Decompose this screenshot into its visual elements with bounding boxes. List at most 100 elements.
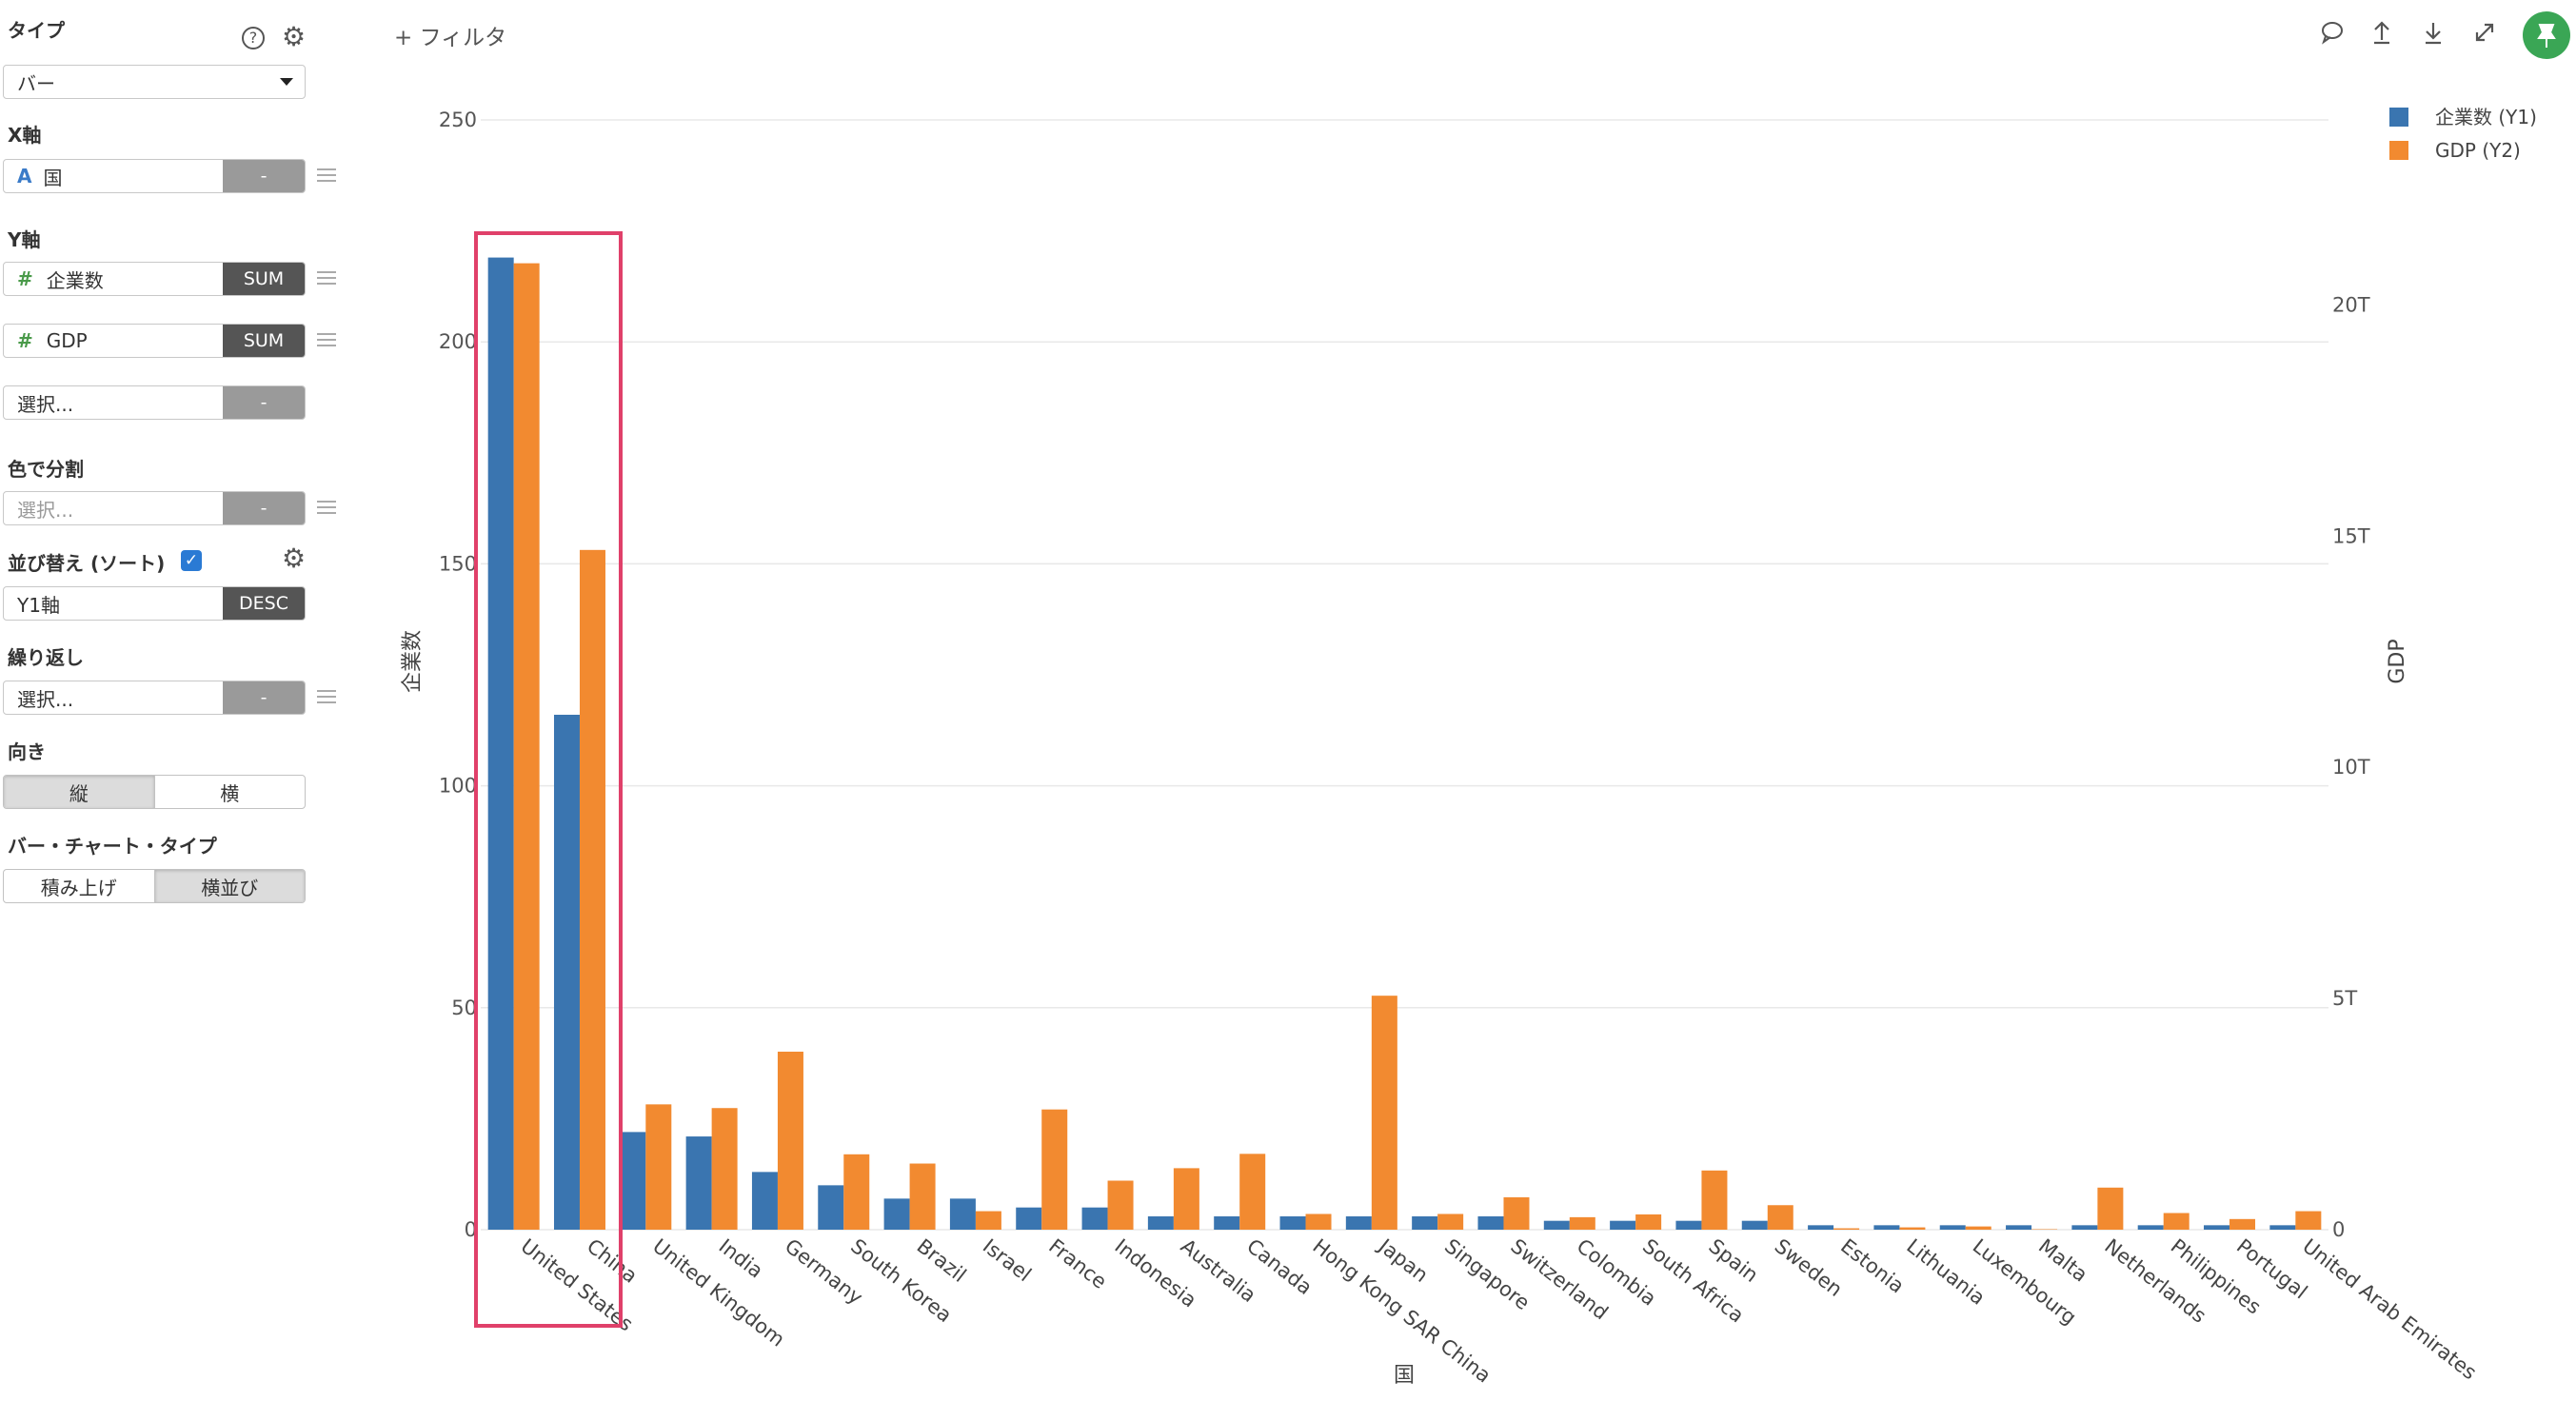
drag-handle-icon[interactable] [317, 333, 336, 346]
xaxis-field-value: 国 [43, 166, 63, 189]
bar-gdp [645, 1104, 672, 1230]
bar-companies [1939, 1225, 1966, 1230]
bar-companies [1808, 1225, 1834, 1230]
bar-companies [1741, 1220, 1768, 1230]
y1-field[interactable]: # 企業数 SUM [3, 262, 306, 296]
bar-gdp [2229, 1218, 2256, 1230]
bar-companies [1345, 1216, 1372, 1230]
bar-gdp [1503, 1196, 1530, 1230]
color-split-field[interactable]: 選択... - [3, 491, 306, 525]
sort-label: 並び替え (ソート) [8, 552, 166, 575]
x-tick-label: Malta [2034, 1234, 2091, 1287]
color-split-button[interactable]: - [223, 492, 305, 524]
bar-gdp [2163, 1213, 2190, 1230]
y2-tick-label: 15T [2332, 524, 2370, 547]
download-icon[interactable] [2418, 19, 2448, 49]
y1-tick-label: 50 [451, 996, 477, 1019]
bar-gdp [1437, 1214, 1464, 1230]
sort-field[interactable]: Y1軸 DESC [3, 586, 306, 621]
bartype-label: バー・チャート・タイプ [8, 835, 217, 858]
y2-tick-label: 5T [2332, 987, 2357, 1010]
repeat-button[interactable]: - [223, 681, 305, 714]
bar-gdp [1833, 1228, 1860, 1230]
bar-gdp [843, 1154, 870, 1230]
add-filter-button[interactable]: + フィルタ [394, 26, 507, 50]
bar-gdp [1305, 1214, 1332, 1230]
legend-swatch [2389, 108, 2408, 127]
gear-icon[interactable]: ⚙ [282, 543, 307, 574]
bar-companies [685, 1136, 712, 1230]
type-label: タイプ [8, 19, 65, 42]
bar-companies [2071, 1225, 2098, 1230]
repeat-field[interactable]: 選択... - [3, 681, 306, 715]
x-tick-label: Brazil [913, 1234, 971, 1287]
color-split-placeholder: 選択... [17, 498, 74, 522]
y2-tick-label: 10T [2332, 756, 2370, 779]
x-tick-label: Israel [979, 1234, 1036, 1286]
bar-companies [1279, 1216, 1306, 1230]
gear-icon[interactable]: ⚙ [282, 21, 307, 52]
y1-aggregate-button[interactable]: SUM [223, 263, 305, 295]
bar-companies [1477, 1216, 1504, 1230]
bar-companies [1543, 1220, 1570, 1230]
direction-horizontal-button[interactable]: 横 [153, 776, 306, 808]
sort-checkbox[interactable]: ✓ [181, 550, 202, 571]
bar-gdp [1107, 1180, 1134, 1230]
type-select-value: バー [17, 71, 55, 95]
x-tick-label: Sweden [1771, 1234, 1847, 1301]
y3-field[interactable]: 選択... - [3, 385, 306, 420]
drag-handle-icon[interactable] [317, 271, 336, 285]
bartype-stacked-button[interactable]: 積み上げ [40, 876, 117, 899]
y2-tick-label: 20T [2332, 293, 2370, 316]
bar-gdp [1569, 1216, 1595, 1230]
repeat-label: 繰り返し [8, 646, 84, 669]
bar-gdp [1239, 1154, 1266, 1230]
y2-aggregate-button[interactable]: SUM [223, 325, 305, 357]
y3-aggregate-button[interactable]: - [223, 386, 305, 419]
bar-gdp [1965, 1226, 1991, 1230]
bar-gdp [513, 263, 540, 1230]
bar-companies [1081, 1207, 1108, 1230]
bar-gdp [777, 1051, 803, 1230]
drag-handle-icon[interactable] [317, 690, 336, 703]
y1-tick-label: 100 [439, 775, 477, 798]
y2-tick-label: 0 [2332, 1218, 2345, 1241]
repeat-placeholder: 選択... [17, 687, 74, 711]
type-select[interactable]: バー [3, 65, 306, 99]
y1-tick-label: 0 [465, 1218, 477, 1241]
drag-handle-icon[interactable] [317, 501, 336, 514]
legend-swatch [2389, 141, 2408, 160]
bartype-toggle: 積み上げ 横並び [3, 869, 306, 903]
bar-gdp [711, 1108, 738, 1230]
comment-icon[interactable] [2317, 19, 2348, 49]
highlight-box [474, 231, 623, 1328]
x-tick-label: France [1044, 1234, 1111, 1293]
xaxis-label: X軸 [8, 124, 42, 147]
x-tick-label: Spain [1704, 1234, 1762, 1287]
drag-handle-icon[interactable] [317, 168, 336, 182]
bar-companies [751, 1172, 778, 1230]
xaxis-aggregate-button[interactable]: - [223, 160, 305, 192]
expand-icon[interactable] [2469, 19, 2500, 49]
bar-gdp [1041, 1109, 1068, 1230]
caret-down-icon [280, 78, 293, 86]
bar-gdp [975, 1211, 1001, 1230]
bar-gdp [909, 1163, 936, 1230]
x-tick-label: India [715, 1234, 767, 1283]
bar-gdp [579, 549, 605, 1230]
direction-vertical-button[interactable]: 縦 [4, 776, 154, 808]
pin-button[interactable] [2523, 11, 2570, 59]
y2-field[interactable]: # GDP SUM [3, 324, 306, 358]
bartype-side-button[interactable]: 横並び [153, 870, 305, 902]
sort-order-button[interactable]: DESC [223, 587, 305, 620]
legend-label: 企業数 (Y1) [2435, 106, 2537, 128]
upload-icon[interactable] [2367, 19, 2397, 49]
number-type-icon: # [17, 267, 33, 290]
bar-companies [949, 1198, 976, 1230]
y1-field-value: 企業数 [46, 268, 104, 292]
help-icon[interactable]: ? [242, 27, 265, 49]
y1-tick-label: 250 [439, 109, 477, 131]
bar-companies [1675, 1220, 1702, 1230]
